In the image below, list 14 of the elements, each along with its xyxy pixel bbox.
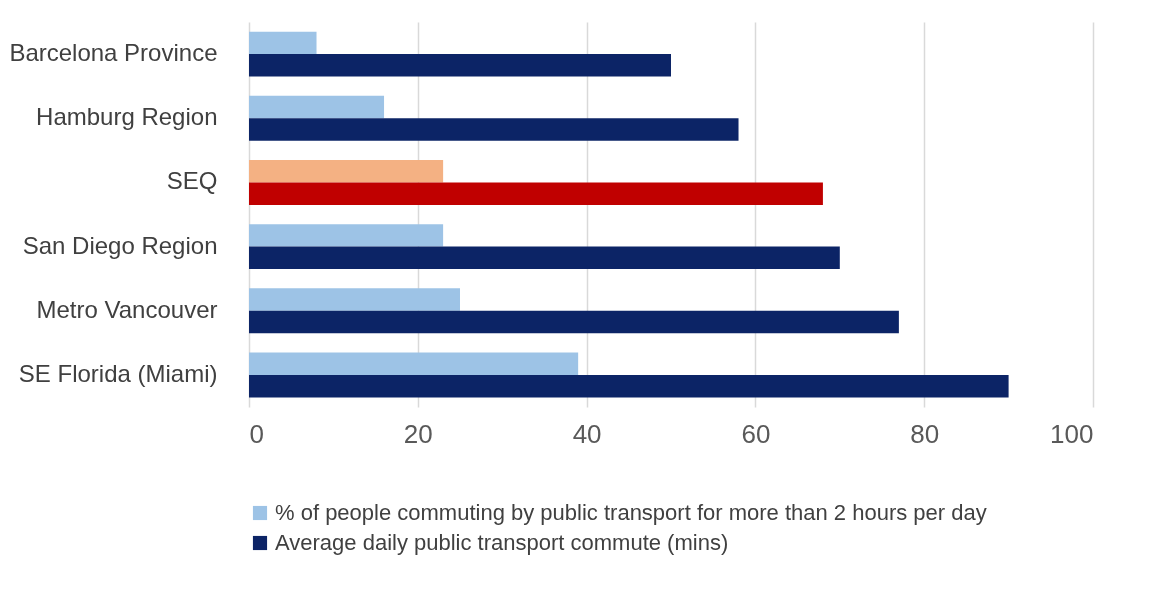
y-tick-label: SE Florida (Miami) [18,359,218,387]
x-tick-label: 80 [910,418,940,449]
y-tick-label: San Diego Region [22,231,218,259]
y-tick-label: Hamburg Region [36,103,218,131]
x-tick-label: 0 [249,418,264,449]
legend-label: % of people commuting by public transport for more than 2 hours per day [275,500,987,525]
x-tick-label: 40 [572,418,602,449]
y-tick-label: Metro Vancouver [36,295,218,323]
y-tick-label: SEQ [166,167,218,195]
legend-label: Average daily public transport commute (mins) [275,530,729,555]
y-tick-label: Barcelona Province [9,39,218,67]
x-tick-label: 100 [1050,418,1094,449]
x-tick-label: 60 [741,418,771,449]
x-tick-label: 20 [403,418,433,449]
